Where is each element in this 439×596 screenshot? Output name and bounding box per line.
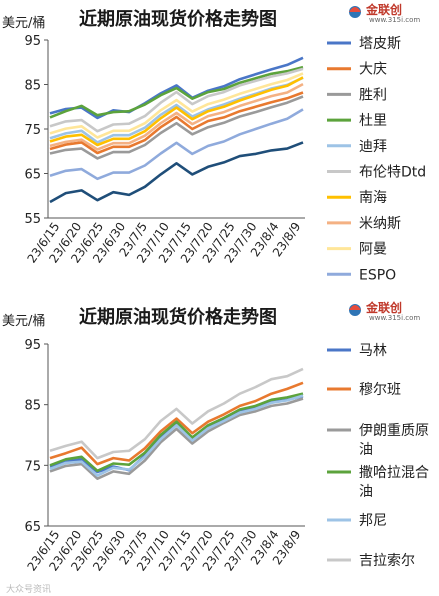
- series-line-阿曼: [49, 72, 304, 139]
- series-line-米纳斯: [49, 82, 304, 151]
- legend-item: 阿曼: [327, 242, 387, 258]
- legend-item: 马林: [327, 343, 387, 359]
- y-tick-label: 65: [24, 520, 41, 535]
- y-tick-label: 55: [24, 212, 41, 227]
- legend-label: ESPO: [359, 267, 396, 283]
- legend-label: 大庆: [359, 62, 387, 78]
- y-tick-label: 95: [24, 338, 41, 353]
- logo-url: www.315i.com: [369, 16, 420, 24]
- legend-label: 南海: [359, 190, 387, 206]
- series-line-撒哈拉混合油: [49, 392, 304, 473]
- logo-name: 金联创: [365, 300, 402, 315]
- legend-item: 胜利: [327, 87, 387, 103]
- legend-label: 胜利: [359, 87, 387, 103]
- legend-label: 邦尼: [359, 513, 387, 529]
- logo-url: www.315i.com: [369, 314, 420, 322]
- legend-item: 南海: [327, 190, 387, 206]
- legend-label: 阿曼: [359, 242, 387, 258]
- legend-item: 伊朗重质原油: [327, 423, 429, 458]
- series-line-大庆: [49, 91, 304, 155]
- legend-label: 伊朗重质原油: [359, 423, 429, 458]
- legend-item: ESPO: [327, 267, 396, 283]
- legend-item: 米纳斯: [327, 216, 401, 232]
- legend-item: 穆尔班: [327, 382, 401, 398]
- legend-item: 塔皮斯: [327, 36, 401, 52]
- series-line-杜里: [49, 65, 304, 119]
- legend-label: 穆尔班: [359, 382, 401, 398]
- watermark: 大众号资讯: [6, 583, 51, 595]
- legend-label: 迪拜: [359, 139, 387, 155]
- legend-item: 杜里: [327, 113, 387, 129]
- legend-label: 杜里: [359, 113, 387, 129]
- series-line-unlabeled: [49, 141, 304, 204]
- series-line-塔皮斯: [49, 56, 304, 120]
- series-line-布伦特Dtd: [49, 67, 304, 133]
- legend-label: 米纳斯: [359, 216, 401, 232]
- series-line-穆尔班: [49, 381, 304, 466]
- legend-label: 布伦特Dtd: [359, 165, 426, 181]
- series-line-吉拉索尔: [49, 367, 304, 460]
- y-tick-label: 65: [24, 168, 41, 183]
- chart-title: 近期原油现货价格走势图: [79, 8, 277, 30]
- legend-label: 马林: [359, 343, 387, 359]
- y-tick-label: 85: [24, 399, 41, 414]
- y-tick-label: 95: [24, 34, 41, 49]
- chart-title: 近期原油现货价格走势图: [79, 306, 277, 328]
- logo-name: 金联创: [365, 2, 402, 17]
- series-line-南海: [49, 76, 304, 147]
- legend-item: 布伦特Dtd: [327, 165, 426, 181]
- chart-panel-2: 近期原油现货价格走势图美元/桶金联创www.315i.com6575859523…: [2, 300, 429, 574]
- series-line-胜利: [49, 95, 304, 160]
- y-tick-label: 85: [24, 79, 41, 94]
- legend-label: 塔皮斯: [359, 36, 401, 52]
- legend-item: 吉拉索尔: [327, 552, 415, 569]
- legend-item: 迪拜: [327, 139, 387, 155]
- legend-item: 撒哈拉混合油: [327, 465, 429, 500]
- legend-item: 大庆: [327, 62, 387, 78]
- legend-label: 撒哈拉混合油: [359, 465, 429, 500]
- series-line-邦尼: [49, 394, 304, 477]
- legend-item: 邦尼: [327, 513, 387, 529]
- series-line-ESPO: [49, 108, 304, 181]
- y-unit-label: 美元/桶: [2, 16, 45, 31]
- y-tick-label: 75: [24, 459, 41, 474]
- series-line-伊朗重质原油: [49, 397, 304, 481]
- y-tick-label: 75: [24, 123, 41, 138]
- legend-label: 吉拉索尔: [359, 552, 415, 569]
- y-unit-label: 美元/桶: [2, 314, 45, 329]
